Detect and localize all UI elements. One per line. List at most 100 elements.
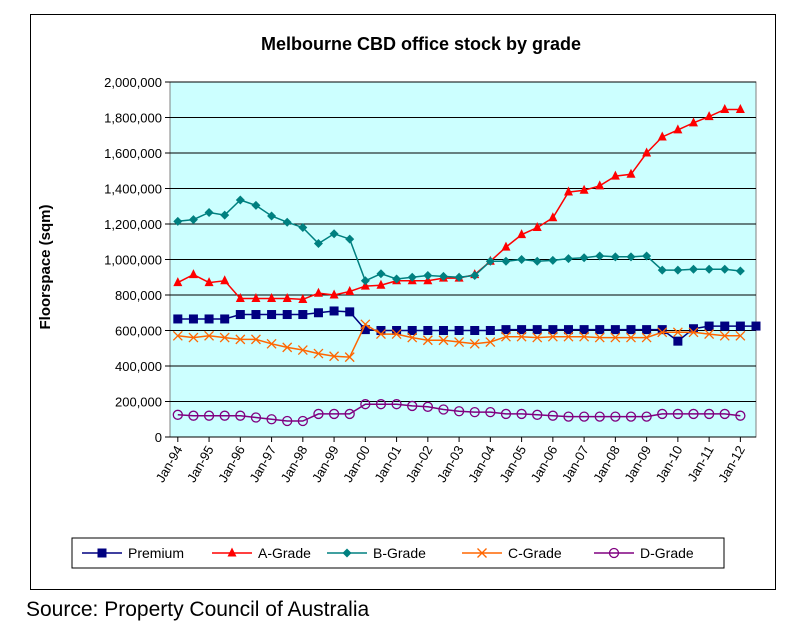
data-point [188, 269, 198, 279]
data-point-stroke [657, 327, 668, 338]
data-point-stroke [477, 548, 487, 558]
y-tick-label: 1,400,000 [104, 182, 162, 197]
data-point [360, 399, 371, 410]
data-point [235, 310, 245, 320]
legend: Premium A-Grade B-Grade C-Grade D-Grade [71, 537, 725, 569]
data-point [97, 548, 107, 558]
data-point [688, 264, 698, 274]
data-point [532, 409, 543, 420]
data-point [204, 277, 214, 287]
data-point [548, 255, 558, 265]
data-point [188, 314, 198, 324]
data-point [641, 332, 652, 343]
data-point [563, 186, 573, 196]
data-point [250, 334, 261, 345]
x-tick-label: Jan-98 [278, 443, 311, 485]
x-tick-label: Jan-06 [528, 443, 561, 485]
data-point [313, 287, 323, 297]
data-point [298, 293, 308, 303]
data-point [392, 274, 402, 284]
data-point [532, 332, 543, 343]
data-point-stroke [219, 332, 230, 343]
data-point [657, 325, 667, 335]
chart-title: Melbourne CBD office stock by grade [261, 34, 581, 54]
data-point [266, 338, 277, 349]
data-point [376, 269, 386, 279]
data-point [547, 410, 559, 421]
data-point [251, 200, 261, 210]
data-point [673, 336, 683, 346]
series-line [177, 403, 741, 422]
legend-label: Premium [128, 545, 184, 561]
data-point-stroke [282, 342, 293, 353]
data-point [454, 272, 464, 282]
data-point-stroke [594, 332, 605, 343]
data-point [719, 330, 730, 341]
data-point [485, 326, 495, 335]
data-point [267, 211, 277, 221]
x-tick-label: Jan-08 [590, 443, 623, 485]
legend-item: A-Grade [212, 545, 311, 561]
data-point [188, 215, 198, 225]
data-point [563, 411, 574, 422]
data-point [313, 408, 324, 420]
data-point-stroke [501, 331, 511, 342]
data-point-stroke [188, 332, 199, 343]
data-point [423, 270, 433, 280]
data-point-stroke [344, 352, 355, 363]
series-b-grade [173, 195, 745, 286]
data-point [547, 331, 558, 342]
data-point [673, 265, 683, 275]
data-point [626, 252, 636, 262]
data-point [610, 411, 621, 422]
data-point [298, 310, 308, 320]
x-tick-label: Jan-09 [621, 443, 654, 485]
data-point [391, 399, 402, 410]
data-point [673, 124, 683, 134]
data-point [438, 335, 449, 346]
data-point [485, 337, 496, 347]
x-tick-label: Jan-94 [153, 443, 186, 485]
data-point [422, 401, 433, 412]
data-point [579, 253, 589, 263]
data-point [391, 329, 402, 340]
data-point-stroke [672, 327, 683, 338]
data-point-stroke [688, 327, 699, 338]
data-point-stroke [235, 334, 246, 345]
data-point [720, 264, 730, 274]
source-note: Source: Property Council of Australia [26, 598, 370, 621]
data-point [235, 334, 246, 345]
x-tick-label: Jan-97 [246, 443, 279, 485]
data-point [173, 277, 183, 287]
legend-item: Premium [82, 545, 184, 561]
data-point [282, 217, 292, 227]
data-point [477, 548, 487, 558]
data-point [298, 223, 308, 233]
data-point [360, 319, 371, 330]
y-tick-label: 2,000,000 [104, 75, 162, 90]
data-point [188, 332, 199, 343]
data-point [251, 310, 261, 320]
data-point [485, 256, 495, 266]
data-point [578, 411, 590, 422]
data-point [532, 256, 542, 266]
data-point [719, 408, 730, 420]
data-point [563, 325, 573, 335]
data-point [204, 207, 214, 217]
data-point [172, 409, 183, 420]
data-point-stroke [407, 332, 418, 343]
data-point [610, 170, 620, 180]
data-point [751, 321, 761, 331]
data-point [610, 325, 620, 335]
x-axis-ticks: Jan-94Jan-95Jan-96Jan-97Jan-98Jan-99Jan-… [153, 436, 756, 485]
data-point [704, 329, 715, 340]
data-point [360, 276, 370, 286]
x-tick-label: Jan-01 [371, 443, 404, 485]
data-point [485, 406, 496, 418]
data-point-stroke [391, 329, 402, 340]
data-point-stroke [297, 345, 308, 355]
x-tick-label: Jan-95 [184, 443, 217, 485]
y-tick-label: 0 [155, 430, 162, 445]
data-point [610, 252, 620, 262]
data-point [329, 229, 339, 239]
